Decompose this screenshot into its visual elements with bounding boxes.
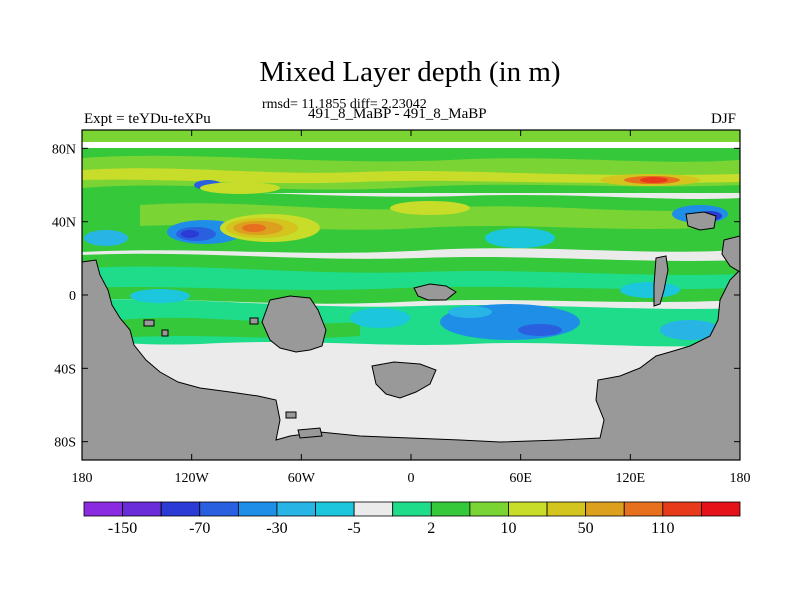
- x-tick-label: 120E: [616, 471, 646, 486]
- experiment-label: Expt = teYDu-teXPu: [84, 111, 211, 127]
- anomaly-blue-14: [660, 320, 720, 340]
- colorbar-swatch: [83, 501, 123, 517]
- colorbar-swatch: [546, 501, 587, 517]
- colorbar-swatch: [315, 501, 355, 517]
- experiment-names: 491_8_MaBP - 491_8_MaBP: [308, 106, 487, 122]
- colorbar-label: -30: [266, 520, 287, 537]
- colorbar-label: -150: [108, 520, 137, 537]
- land-small-2: [285, 411, 297, 419]
- y-axis: 80N 40N 0 40S 80S: [52, 142, 740, 451]
- colorbar-label: 10: [500, 520, 516, 537]
- colorbar-swatch: [237, 501, 278, 517]
- colorbar-swatch: [160, 501, 201, 517]
- colorbar: -150 -70 -30 -5 2 10 50 110: [83, 501, 741, 537]
- anomaly-blue-12: [350, 308, 410, 328]
- anomaly-orange-2: [242, 224, 266, 232]
- anomaly-yellow-4: [390, 201, 470, 215]
- stats-line: rmsd= 11.1855 diff= 2.23042: [262, 97, 427, 112]
- x-axis: 180 120W 60W 0 60E 120E 180: [72, 130, 751, 486]
- anomaly-blue-7: [518, 324, 562, 336]
- colorbar-swatch: [392, 501, 432, 517]
- land-arabia: [413, 283, 457, 301]
- colorbar-swatch: [276, 501, 316, 517]
- land-south-america: [82, 259, 740, 460]
- x-tick-label: 60W: [288, 471, 316, 486]
- colorbar-swatch: [469, 501, 509, 517]
- colorbar-swatch: [199, 501, 239, 517]
- land-ne-asia: [685, 211, 717, 231]
- land-small-4: [161, 329, 169, 337]
- anomaly-blue-6: [448, 306, 492, 318]
- land-central-america: [653, 255, 669, 307]
- land-small-1: [297, 427, 323, 439]
- y-tick-label: 40S: [54, 362, 76, 377]
- colorbar-label: -70: [189, 520, 210, 537]
- land-small-5: [249, 317, 259, 325]
- x-tick-label: 60E: [509, 471, 532, 486]
- x-tick-label: 120W: [175, 471, 210, 486]
- x-tick-label: 0: [408, 471, 415, 486]
- field-band-yellow: [82, 168, 740, 184]
- colorbar-swatch: [122, 501, 162, 517]
- anomaly-blue-11: [84, 230, 128, 246]
- land-small-3: [143, 319, 155, 327]
- season-label: DJF: [711, 111, 737, 127]
- y-tick-label: 80S: [54, 436, 76, 451]
- colorbar-label: -5: [347, 520, 360, 537]
- anomaly-blue-15: [130, 289, 190, 303]
- colorbar-swatch: [353, 501, 394, 517]
- land-ne-coast: [721, 235, 740, 273]
- colorbar-label: 2: [427, 520, 435, 537]
- anomaly-yellow-5: [200, 182, 280, 194]
- colorbar-swatch: [662, 501, 702, 517]
- field-band-arctic-white: [82, 142, 740, 148]
- y-tick-label: 0: [69, 289, 76, 304]
- y-tick-label: 40N: [52, 216, 76, 231]
- colorbar-label: 50: [578, 520, 594, 537]
- x-tick-label: 180: [72, 471, 93, 486]
- anomaly-blue-13: [620, 282, 680, 298]
- land-africa: [261, 295, 327, 353]
- anomaly-red-1: [640, 177, 668, 183]
- chart-title: Mixed Layer depth (in m): [259, 56, 561, 88]
- x-tick-label: 180: [730, 471, 751, 486]
- colorbar-swatch: [585, 501, 625, 517]
- y-tick-label: 80N: [52, 142, 76, 157]
- colorbar-swatch: [623, 501, 664, 517]
- colorbar-swatch: [701, 501, 741, 517]
- land-antarctic-island: [371, 361, 437, 399]
- colorbar-swatch: [508, 501, 548, 517]
- anomaly-blue-3: [181, 230, 199, 238]
- colorbar-label: 110: [651, 520, 674, 537]
- field-band-tropics-cyan: [82, 266, 740, 290]
- anomaly-blue-8: [485, 228, 555, 248]
- colorbar-swatch: [430, 501, 471, 517]
